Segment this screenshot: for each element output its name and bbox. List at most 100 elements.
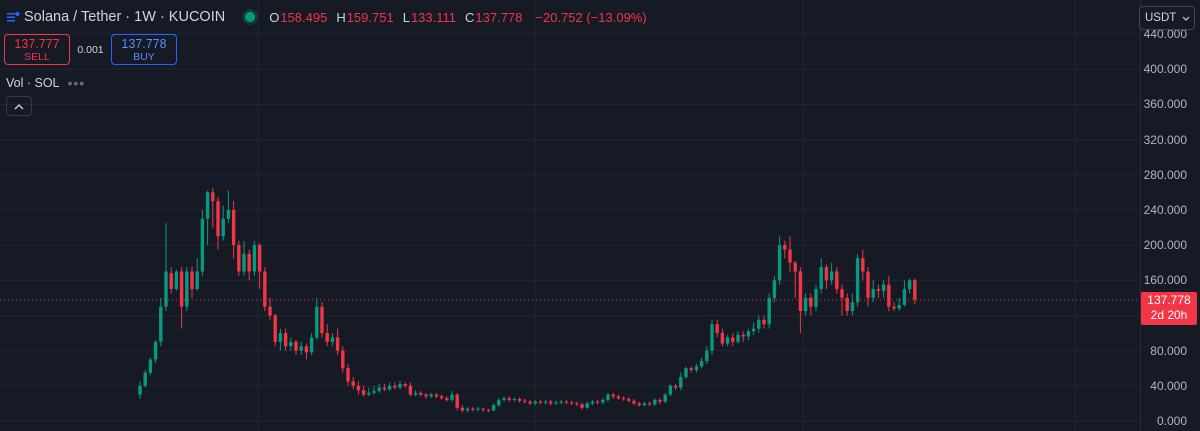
candle xyxy=(705,346,709,364)
candle-body xyxy=(460,407,465,411)
candle-body xyxy=(699,361,704,367)
candle xyxy=(497,398,501,407)
sell-button[interactable]: 137.777 SELL xyxy=(4,34,70,65)
candle xyxy=(460,405,465,413)
candle-body xyxy=(523,400,527,402)
candle xyxy=(741,331,745,342)
more-dots-icon[interactable]: ••• xyxy=(67,75,86,91)
candle xyxy=(507,396,511,402)
candle-body xyxy=(554,402,558,404)
candle xyxy=(315,297,319,341)
candle xyxy=(606,392,610,402)
open-key: O xyxy=(269,9,280,25)
candle xyxy=(179,267,184,329)
chart-pane[interactable] xyxy=(0,0,1140,431)
candle xyxy=(803,293,808,316)
symbol-title[interactable]: Solana / Tether · 1W · KUCOIN xyxy=(24,9,226,25)
price-tick-label: 240.000 xyxy=(1143,202,1187,217)
candle-body xyxy=(798,271,803,312)
candle-body xyxy=(471,408,475,410)
price-axis[interactable]: 440.000 400.000 360.000 320.000 280.000 240.0… xyxy=(1140,0,1200,431)
candle xyxy=(668,384,673,397)
candle xyxy=(408,382,413,397)
price-tick-label: 360.000 xyxy=(1143,97,1187,112)
candle xyxy=(143,369,147,388)
candle-body xyxy=(528,401,532,404)
candle xyxy=(351,377,355,390)
candle-body xyxy=(486,409,491,411)
candle-body xyxy=(278,333,283,342)
candle-body xyxy=(533,401,537,404)
candle-body xyxy=(855,258,860,303)
candle xyxy=(616,394,621,400)
candle xyxy=(699,357,704,369)
candle xyxy=(372,385,376,395)
candle xyxy=(247,249,251,281)
candle xyxy=(346,363,350,386)
candle xyxy=(543,399,548,405)
sell-price: 137.777 xyxy=(14,36,60,51)
candle xyxy=(720,328,725,347)
candle-body xyxy=(663,394,667,402)
candle-body xyxy=(179,271,184,307)
candle-body xyxy=(866,271,870,298)
candle xyxy=(361,385,366,397)
candle xyxy=(673,384,678,391)
collapse-legend-button[interactable] xyxy=(6,96,32,116)
candle xyxy=(278,328,283,351)
bar-countdown: 2d 20h xyxy=(1150,308,1188,323)
candle-body xyxy=(315,306,319,338)
candle-body xyxy=(814,289,818,307)
candle xyxy=(523,399,527,404)
candlestick-chart[interactable] xyxy=(0,0,1140,431)
candle-body xyxy=(824,267,829,281)
low-value: 133.111 xyxy=(410,9,456,25)
volume-indicator-label: Vol · SOL xyxy=(6,76,60,90)
candle-body xyxy=(642,403,647,406)
candle xyxy=(471,406,475,412)
price-tick-label: 40.000 xyxy=(1150,378,1187,393)
candle-body xyxy=(871,289,875,298)
volume-indicator-legend[interactable]: Vol · SOL ••• xyxy=(6,75,85,91)
candle-body xyxy=(419,392,423,395)
trade-panel: 137.777 SELL 0.001 137.778 BUY xyxy=(4,34,177,65)
candle xyxy=(330,333,335,347)
candle-body xyxy=(434,394,439,397)
sell-label: SELL xyxy=(24,50,50,63)
candle xyxy=(538,399,543,405)
buy-button[interactable]: 137.778 BUY xyxy=(111,34,177,65)
candle xyxy=(195,258,199,291)
candle xyxy=(887,275,891,312)
candle-body xyxy=(809,297,813,307)
candle xyxy=(549,399,553,406)
candle-body xyxy=(221,218,225,237)
candle-body xyxy=(803,297,808,312)
candle xyxy=(164,223,168,312)
symbol-list-icon[interactable] xyxy=(6,10,20,24)
candle xyxy=(382,384,387,392)
candle xyxy=(777,236,782,285)
candle xyxy=(658,398,662,405)
candle-body xyxy=(611,394,615,397)
candle xyxy=(273,313,277,347)
candle xyxy=(153,340,158,363)
candle xyxy=(663,392,667,404)
candle-body xyxy=(762,319,766,325)
candle xyxy=(159,297,163,347)
candle-body xyxy=(512,399,517,401)
candle xyxy=(377,384,381,393)
candle xyxy=(148,357,153,376)
candle xyxy=(559,399,563,405)
candle-body xyxy=(263,271,267,307)
candle-body xyxy=(320,306,324,334)
candle xyxy=(590,399,595,406)
candle-body xyxy=(892,306,896,309)
price-tick-label: 0.000 xyxy=(1156,414,1187,428)
currency-select[interactable]: USDT xyxy=(1139,6,1195,30)
candle xyxy=(871,280,875,303)
candle xyxy=(476,406,480,412)
last-price-value: 137.778 xyxy=(1147,293,1191,308)
candle-body xyxy=(502,398,506,400)
price-change: −20.752 (−13.09%) xyxy=(535,9,647,25)
candle-body xyxy=(705,350,709,362)
